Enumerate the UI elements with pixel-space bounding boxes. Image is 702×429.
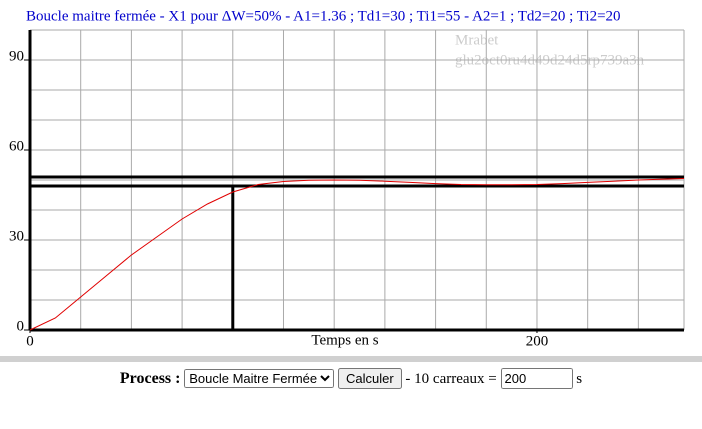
duration-input[interactable] bbox=[500, 368, 573, 389]
x-tick-label: 200 bbox=[526, 333, 549, 349]
y-tick-label: 30 bbox=[9, 228, 24, 244]
data-line bbox=[29, 178, 685, 331]
x-tick-label: 0 bbox=[26, 333, 34, 349]
chart-title: Boucle maitre fermée - X1 pour ΔW=50% - … bbox=[26, 8, 621, 24]
form-label: Process : bbox=[119, 370, 181, 387]
process-select[interactable]: Boucle Maitre Fermée bbox=[184, 369, 335, 388]
calculate-button[interactable]: Calculer bbox=[337, 368, 402, 389]
separator bbox=[0, 356, 702, 362]
y-tick-label: 90 bbox=[9, 48, 24, 64]
x-axis-label: Temps en s bbox=[311, 332, 378, 348]
form: Process : Boucle Maitre Fermée Calculer … bbox=[0, 368, 702, 389]
y-tick-label: 60 bbox=[9, 138, 24, 154]
form-text: - 10 carreaux = bbox=[405, 371, 497, 387]
unit: s bbox=[576, 371, 583, 387]
watermark: Mrabet bbox=[455, 32, 499, 48]
y-tick-label: 0 bbox=[17, 318, 25, 334]
chart: Boucle maitre fermée - X1 pour ΔW=50% - … bbox=[0, 8, 702, 362]
